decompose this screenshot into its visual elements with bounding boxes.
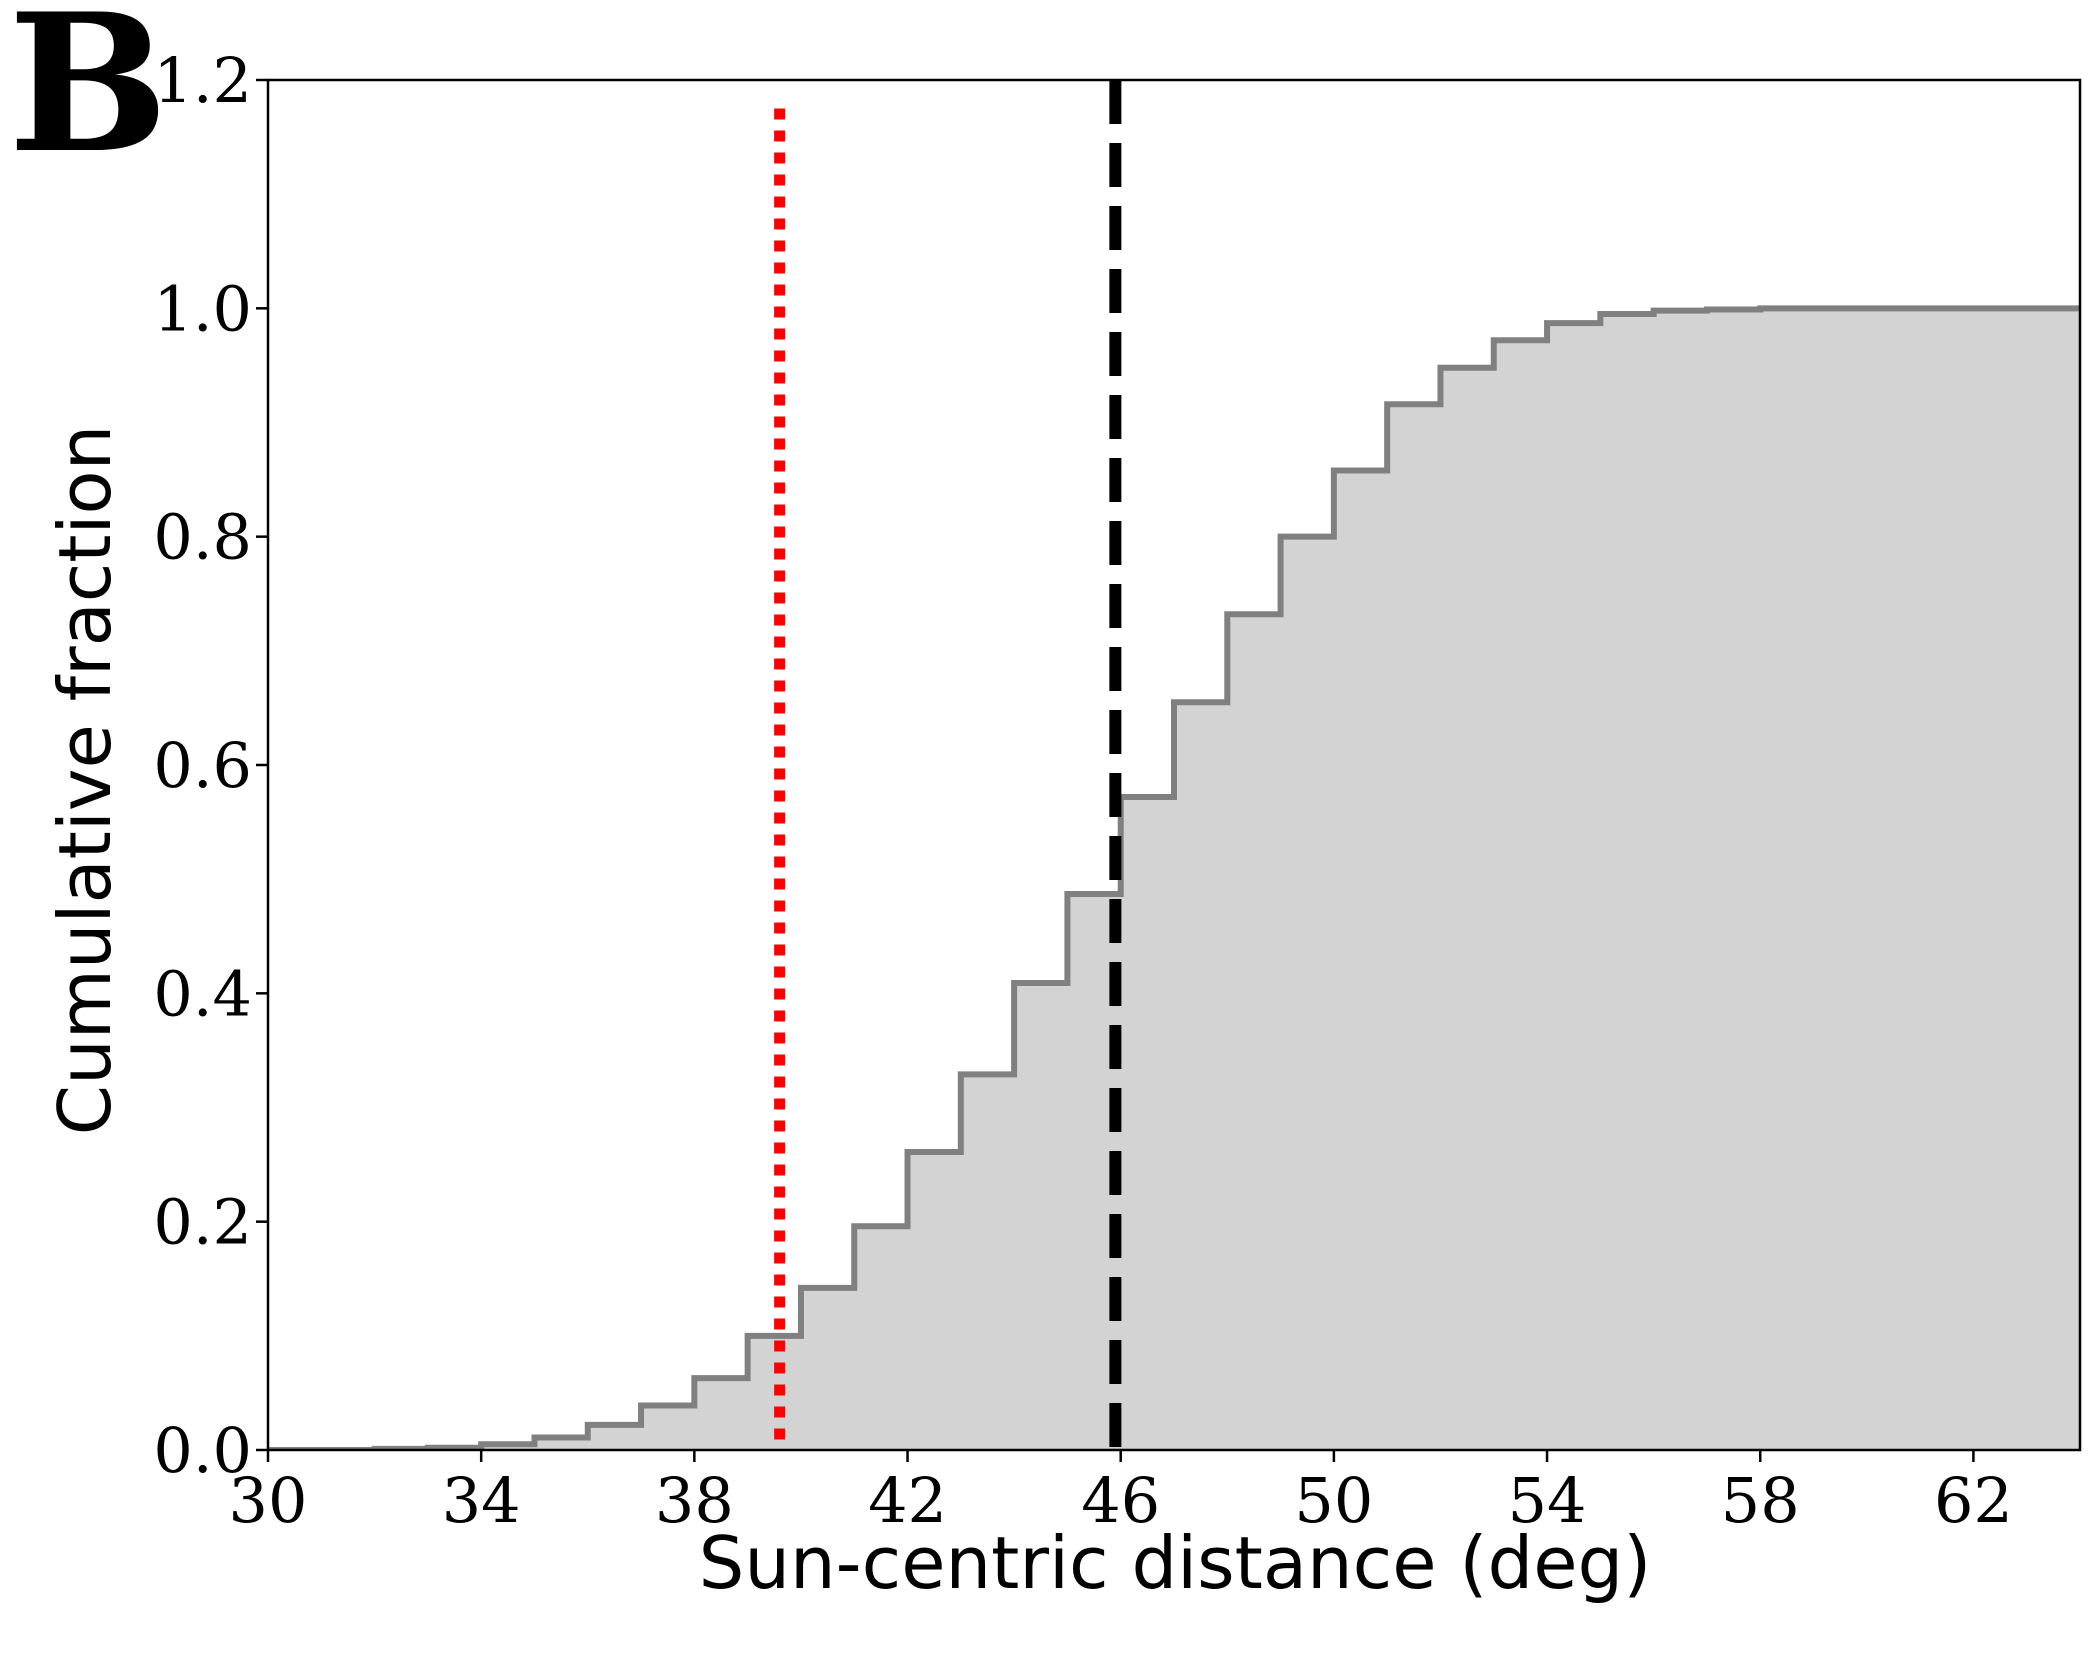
axes: 30 34 38 42 46 50 54 58 62 0.0 0.2 0.4 0.6 0.8 1.0 1.2 [153,44,2082,1537]
x-tick-label: 50 [1294,1464,1373,1537]
y-tick-label: 1.0 [153,272,252,345]
x-axis-title: Sun-centric distance (deg) [699,1521,1652,1605]
y-tick-label: 0.8 [153,501,252,574]
panel-label: B [8,0,169,195]
x-tick-label: 58 [1721,1464,1800,1537]
x-tick-label: 34 [442,1464,521,1537]
y-tick-label: 0.2 [153,1186,252,1259]
y-tick-label: 0.6 [153,729,252,802]
x-tick-label: 30 [229,1464,308,1537]
y-tick-label: 0.4 [153,957,252,1030]
y-tick-label: 0.0 [153,1414,252,1487]
x-tick-label: 62 [1934,1464,2013,1537]
x-tick-label: 38 [655,1464,734,1537]
cdf-fill-area [268,308,2080,1450]
y-axis-title: Cumulative fraction [43,425,127,1135]
x-tick-label: 42 [868,1464,947,1537]
x-tick-label: 46 [1081,1464,1160,1537]
clipped-group [268,80,2080,1450]
plot-area [268,80,2080,1450]
y-tick-label: 1.2 [153,44,252,117]
x-tick-label: 54 [1508,1464,1587,1537]
